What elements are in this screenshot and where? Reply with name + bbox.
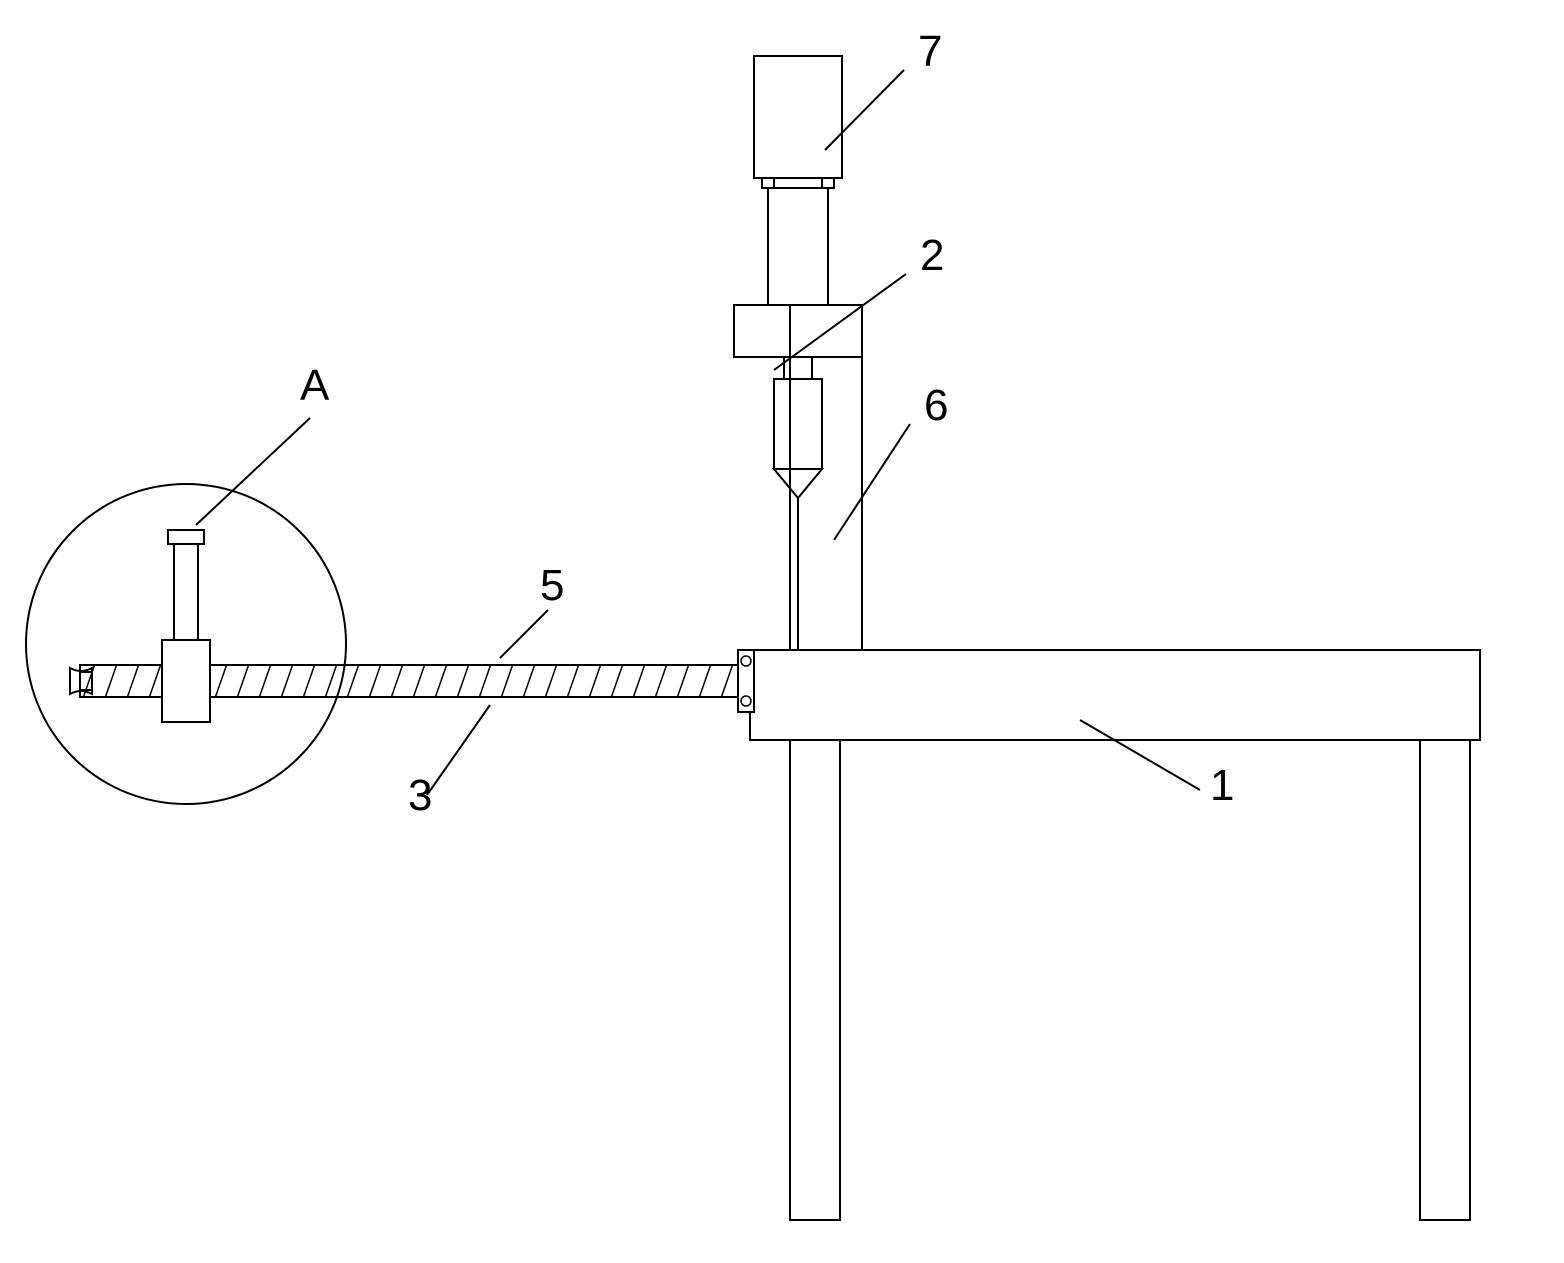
label-A: A	[300, 361, 330, 410]
label-3: 3	[408, 771, 432, 820]
table-leg-left	[790, 740, 840, 1220]
table-top	[750, 650, 1480, 740]
post-cap	[168, 530, 204, 544]
rod-holder	[738, 650, 754, 712]
chuck	[768, 188, 828, 305]
leader-5	[500, 610, 548, 658]
label-7: 7	[918, 27, 942, 76]
post	[174, 544, 198, 640]
motor-body	[754, 56, 842, 178]
label-6: 6	[924, 381, 948, 430]
label-2: 2	[920, 231, 944, 280]
leader-3	[427, 705, 490, 795]
leader-1	[1080, 720, 1200, 790]
slide-block	[162, 640, 210, 722]
label-1: 1	[1210, 761, 1234, 810]
table-leg-right	[1420, 740, 1470, 1220]
leader-7	[825, 70, 904, 150]
label-5: 5	[540, 561, 564, 610]
leader-A	[196, 418, 310, 525]
